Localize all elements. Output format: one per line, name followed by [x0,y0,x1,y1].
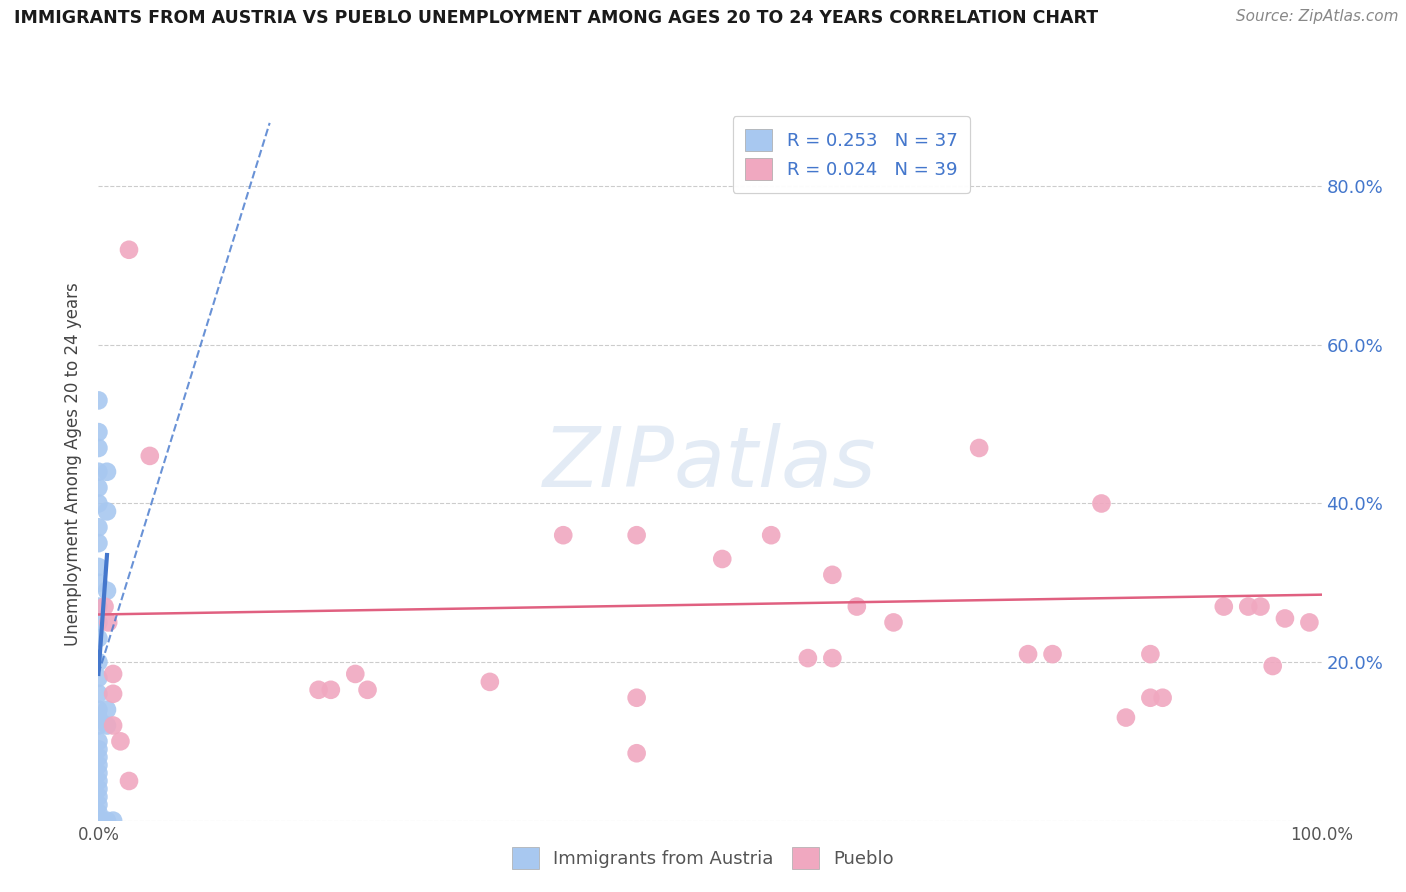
Point [110,734,132,748]
Point [96,814,118,828]
Point [87,393,110,408]
Point [319,682,342,697]
Point [626,746,648,760]
Point [87,520,110,534]
Point [1298,615,1320,630]
Point [344,667,367,681]
Point [96,718,118,732]
Point [626,528,648,542]
Point [845,599,868,614]
Point [356,682,378,697]
Point [821,651,844,665]
Point [87,481,110,495]
Point [87,655,110,669]
Text: IMMIGRANTS FROM AUSTRIA VS PUEBLO UNEMPLOYMENT AMONG AGES 20 TO 24 YEARS CORRELA: IMMIGRANTS FROM AUSTRIA VS PUEBLO UNEMPL… [14,9,1098,27]
Point [553,528,575,542]
Point [96,583,118,598]
Point [821,567,844,582]
Legend: R = 0.253   N = 37, R = 0.024   N = 39: R = 0.253 N = 37, R = 0.024 N = 39 [733,116,970,193]
Point [87,774,110,789]
Point [87,536,110,550]
Point [87,718,110,732]
Point [87,671,110,685]
Point [101,814,124,828]
Point [308,682,330,697]
Point [797,651,820,665]
Point [96,504,118,518]
Point [1139,690,1161,705]
Point [87,814,110,828]
Point [97,615,120,630]
Point [87,687,110,701]
Point [87,766,110,780]
Point [87,781,110,796]
Point [87,789,110,804]
Point [87,441,110,455]
Text: Source: ZipAtlas.com: Source: ZipAtlas.com [1236,9,1399,24]
Point [883,615,905,630]
Point [1152,690,1174,705]
Point [87,599,110,614]
Point [87,703,110,717]
Y-axis label: Unemployment Among Ages 20 to 24 years: Unemployment Among Ages 20 to 24 years [65,282,83,646]
Point [96,703,118,717]
Point [87,710,110,724]
Point [87,742,110,756]
Point [478,674,501,689]
Point [1139,647,1161,661]
Point [87,496,110,510]
Point [87,615,110,630]
Point [87,632,110,646]
Point [1017,647,1039,661]
Point [87,805,110,820]
Point [967,441,990,455]
Point [93,599,115,614]
Point [1274,611,1296,625]
Point [118,243,141,257]
Point [87,425,110,439]
Point [87,758,110,772]
Point [1212,599,1234,614]
Point [101,718,124,732]
Point [101,667,124,681]
Point [1090,496,1112,510]
Point [711,552,734,566]
Point [1115,710,1137,724]
Point [87,750,110,764]
Text: ZIPatlas: ZIPatlas [543,424,877,504]
Point [761,528,783,542]
Point [87,575,110,590]
Point [139,449,162,463]
Point [87,734,110,748]
Point [96,465,118,479]
Point [118,774,141,789]
Point [626,690,648,705]
Point [1249,599,1271,614]
Legend: Immigrants from Austria, Pueblo: Immigrants from Austria, Pueblo [503,838,903,879]
Point [87,797,110,812]
Point [87,465,110,479]
Point [1237,599,1260,614]
Point [1261,659,1284,673]
Point [87,560,110,574]
Point [1042,647,1064,661]
Point [101,687,124,701]
